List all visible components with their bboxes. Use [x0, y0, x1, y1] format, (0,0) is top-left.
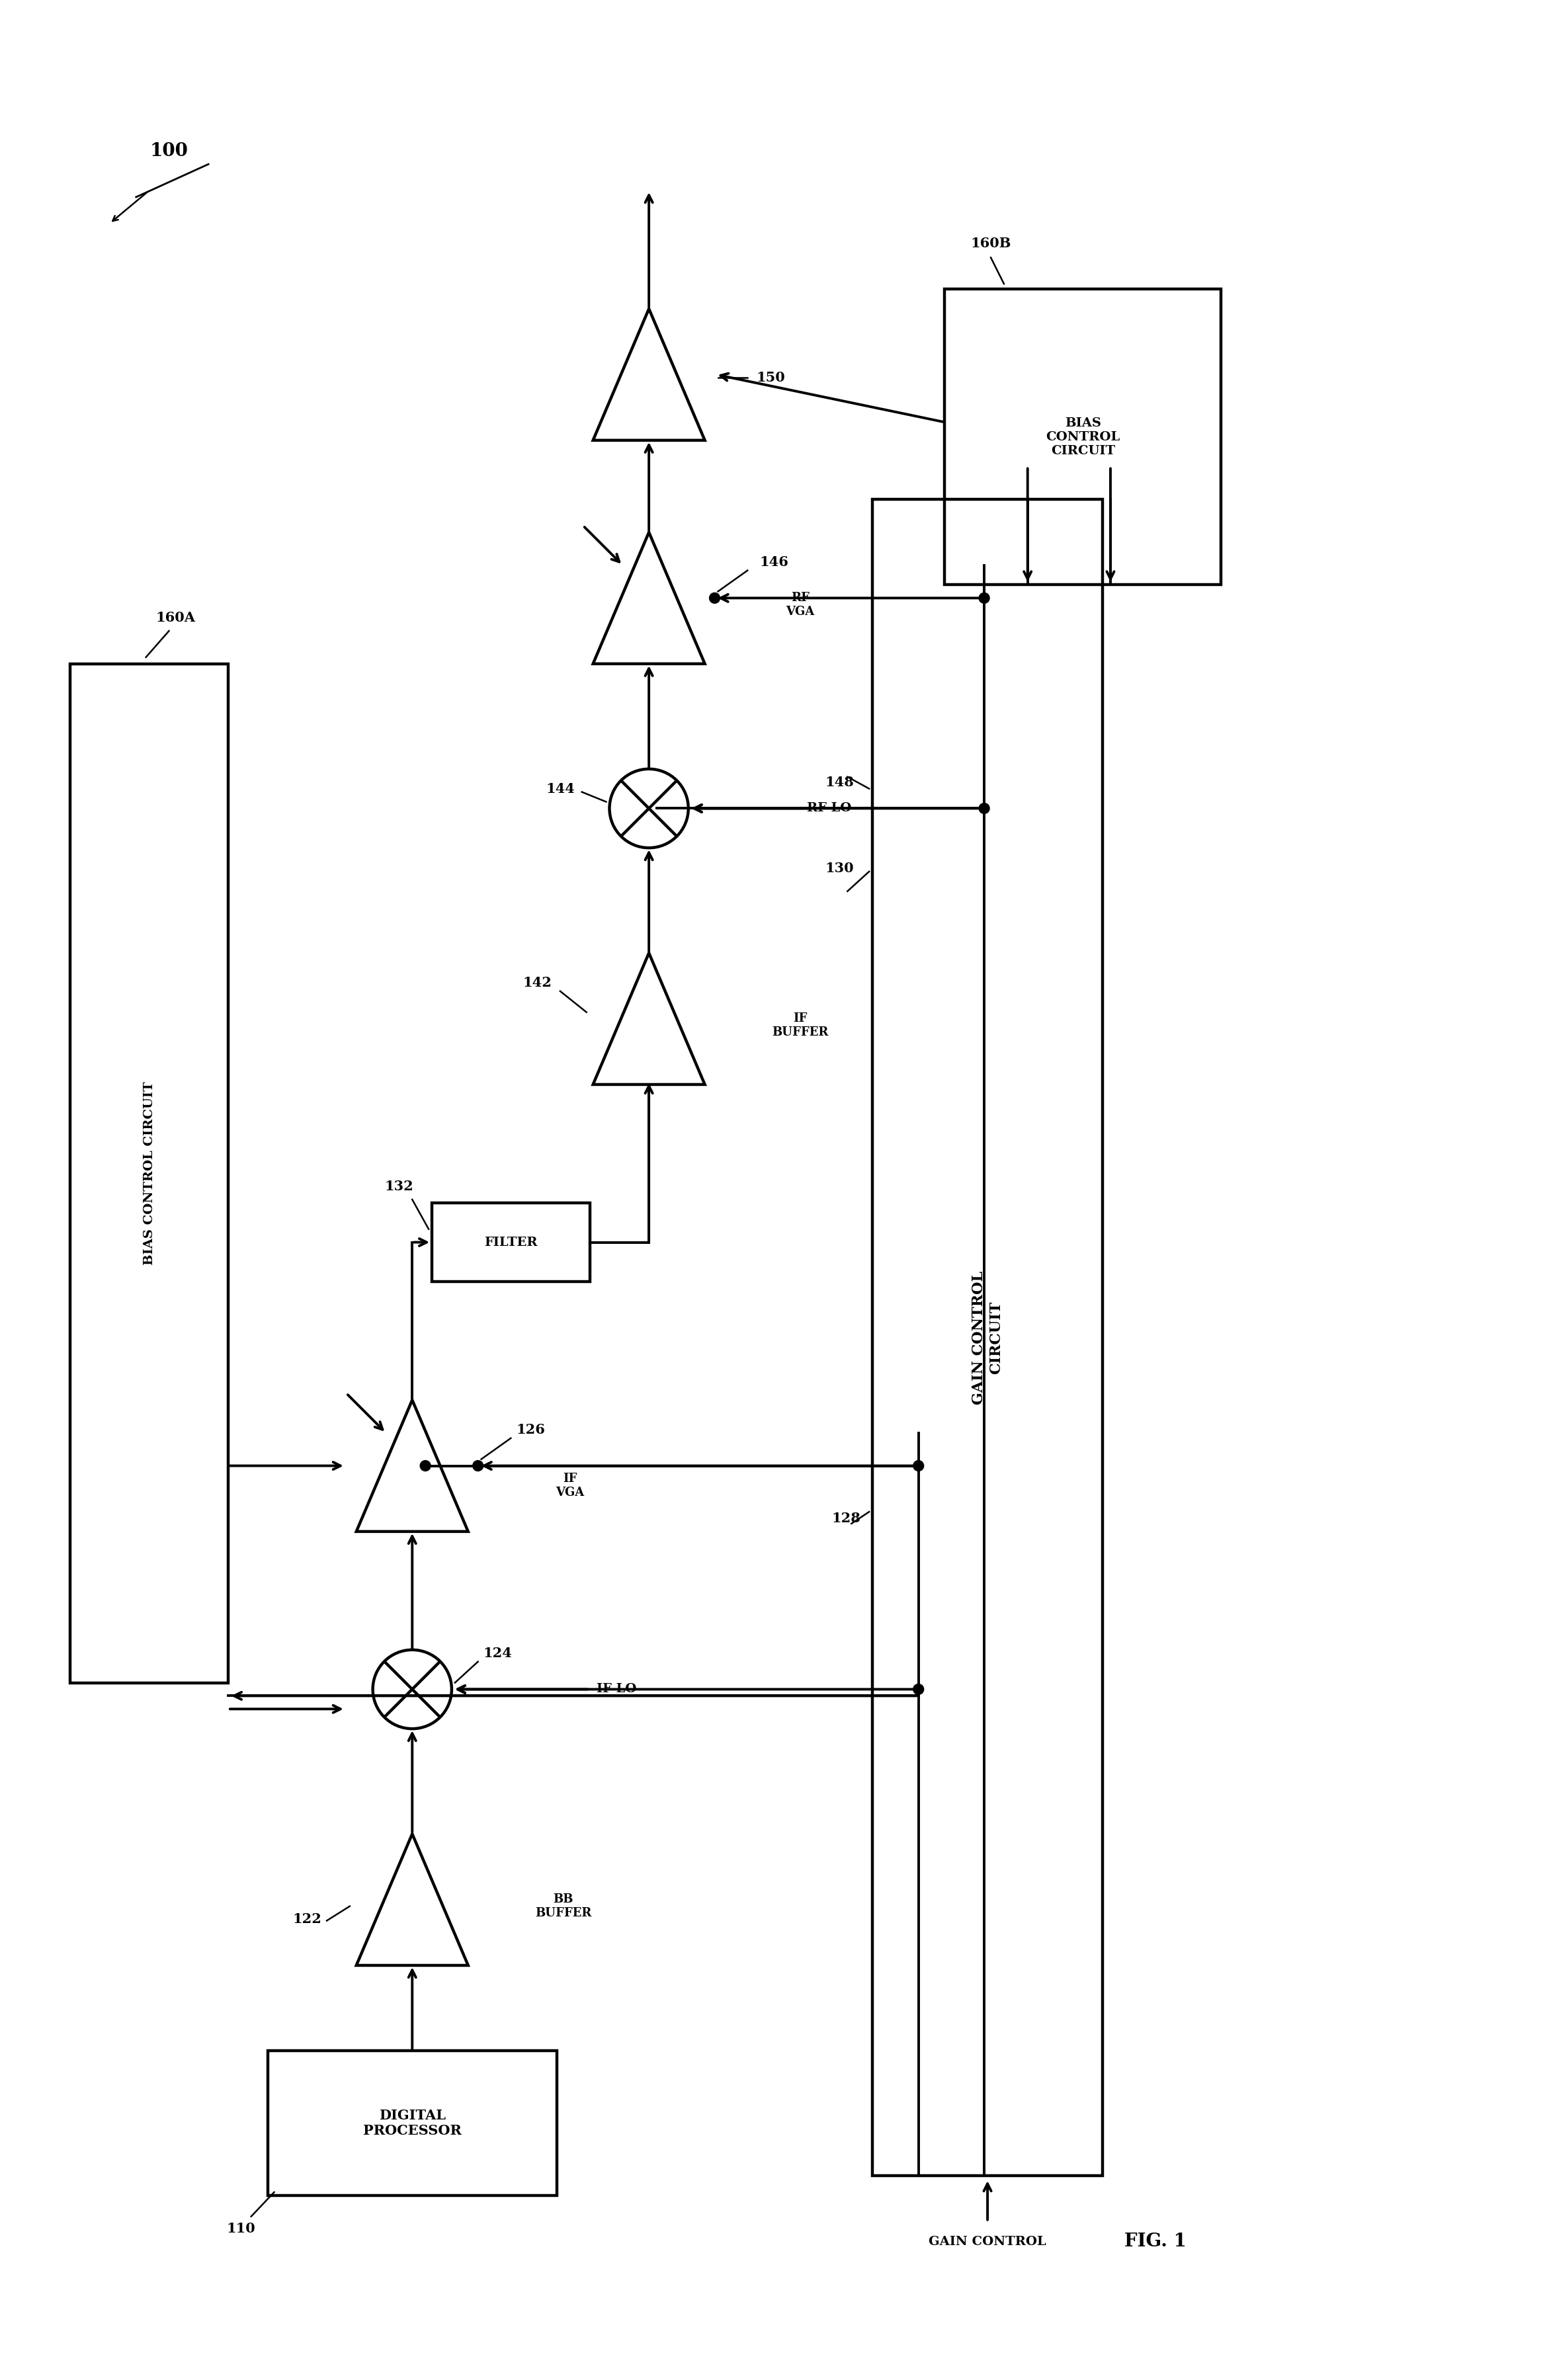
Text: RF LO: RF LO [806, 802, 851, 814]
Text: BIAS
CONTROL
CIRCUIT: BIAS CONTROL CIRCUIT [1046, 416, 1120, 457]
Circle shape [421, 1461, 430, 1471]
Text: IF
VGA: IF VGA [555, 1473, 585, 1499]
Text: 160A: 160A [156, 612, 195, 624]
Text: 132: 132 [385, 1180, 413, 1192]
Text: 160B: 160B [970, 236, 1012, 250]
Text: BIAS CONTROL CIRCUIT: BIAS CONTROL CIRCUIT [144, 1081, 155, 1266]
Text: GAIN CONTROL
CIRCUIT: GAIN CONTROL CIRCUIT [972, 1271, 1002, 1404]
Text: 142: 142 [523, 976, 552, 990]
Text: 148: 148 [825, 776, 854, 788]
Text: 110: 110 [227, 2221, 255, 2235]
Text: 146: 146 [760, 555, 789, 569]
Text: BB
BUFFER: BB BUFFER [535, 1894, 591, 1918]
Text: 124: 124 [483, 1647, 512, 1659]
Text: GAIN CONTROL: GAIN CONTROL [928, 2235, 1046, 2247]
Circle shape [913, 1461, 924, 1471]
Text: 122: 122 [292, 1914, 322, 1925]
Circle shape [979, 802, 990, 814]
Text: 100: 100 [150, 143, 189, 159]
Text: FIG. 1: FIG. 1 [1125, 2232, 1187, 2251]
Circle shape [710, 593, 719, 602]
Text: 128: 128 [832, 1511, 860, 1526]
Bar [873, 500, 1103, 2175]
Bar [432, 1202, 589, 1283]
Text: IF
BUFFER: IF BUFFER [772, 1012, 828, 1038]
Text: 144: 144 [546, 783, 574, 795]
Circle shape [473, 1461, 483, 1471]
Text: FILTER: FILTER [484, 1235, 537, 1247]
Circle shape [913, 1685, 924, 1695]
Bar [268, 2052, 557, 2194]
Text: IF LO: IF LO [596, 1683, 636, 1695]
Bar [945, 288, 1221, 585]
Text: 126: 126 [517, 1423, 545, 1435]
Circle shape [979, 593, 990, 602]
Text: RF
VGA: RF VGA [786, 593, 814, 616]
Bar [70, 664, 227, 1683]
Text: 150: 150 [756, 371, 784, 386]
Text: 130: 130 [825, 862, 854, 876]
Text: DIGITAL
PROCESSOR: DIGITAL PROCESSOR [364, 2109, 461, 2137]
